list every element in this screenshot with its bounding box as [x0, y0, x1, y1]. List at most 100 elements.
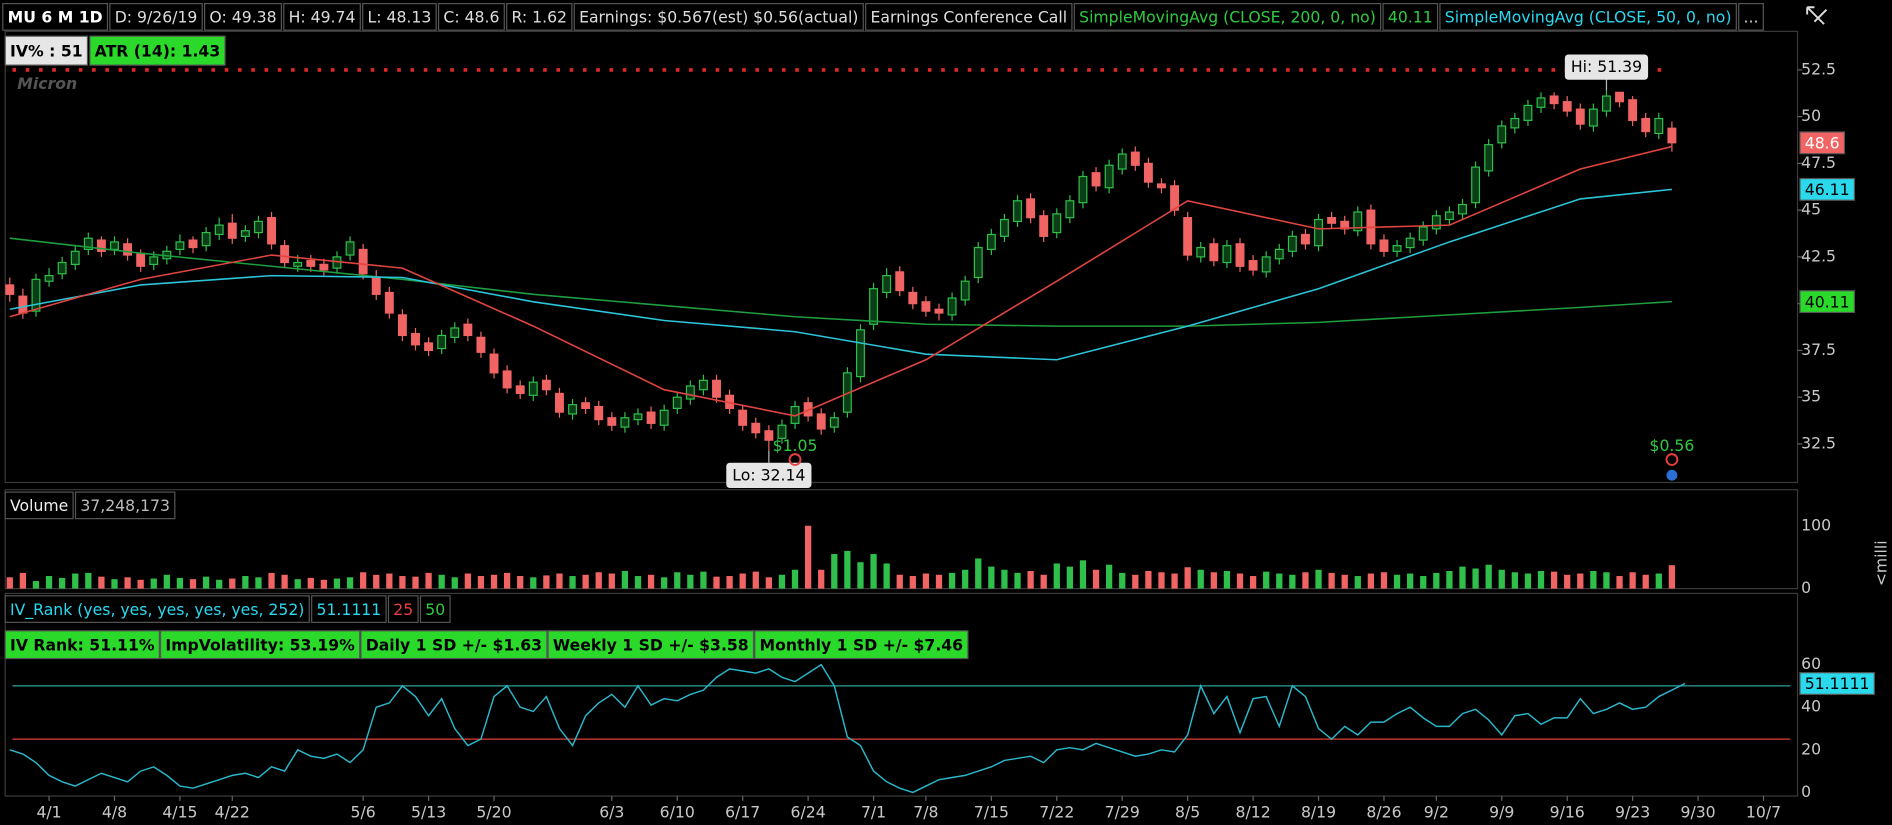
last-value-label: 46.11 [1805, 180, 1850, 199]
volume-bar [150, 578, 157, 589]
candle-body [31, 278, 41, 312]
iv-level-label-box [387, 595, 419, 623]
volume-bar [1328, 572, 1335, 589]
candle-body [1235, 243, 1245, 267]
candle-body [934, 308, 944, 314]
volume-bar [242, 576, 249, 589]
candle-body [986, 233, 996, 251]
expand-icon[interactable] [1806, 6, 1828, 25]
candle-body [83, 237, 93, 251]
volume-bar [1119, 572, 1126, 589]
header-item: ... [1744, 8, 1759, 27]
y-tick-label: 52.5 [1801, 59, 1836, 78]
volume-bar [1550, 571, 1558, 589]
candle-body [1209, 243, 1219, 262]
volume-bar [163, 574, 170, 589]
last-value-label-box [1799, 131, 1846, 155]
volume-bar [1197, 569, 1204, 589]
x-tick-label: 8/12 [1236, 802, 1271, 821]
volume-bar [202, 576, 210, 589]
candle-body [594, 405, 604, 421]
candle-body [829, 417, 839, 428]
x-tick-label: 9/9 [1489, 802, 1514, 821]
iv-badge: Monthly 1 SD +/- $7.46 [760, 635, 964, 654]
y-tick-label: 60 [1801, 654, 1821, 673]
candle-body [306, 260, 316, 267]
header-item-box [1439, 3, 1737, 31]
volume-bar [621, 571, 629, 589]
candle-body [1628, 99, 1638, 121]
annotation: Lo: 32.14 [732, 465, 805, 484]
volume-bar [752, 571, 759, 589]
volume-bar [595, 572, 602, 589]
volume-bar [1459, 566, 1466, 589]
volume-bar [962, 569, 969, 589]
volume-bar [935, 574, 943, 589]
iv-level-label: 25 [393, 600, 413, 619]
volume-bar [1210, 572, 1217, 589]
volume-bar [687, 574, 694, 589]
candle-body [1130, 151, 1140, 166]
candle-body [1039, 215, 1049, 237]
candle-body [1444, 211, 1454, 221]
volume-bar [412, 576, 419, 589]
volume-bar [1223, 571, 1231, 589]
candle-body [1392, 245, 1402, 252]
candle-body [175, 241, 185, 251]
volume-bar [1590, 571, 1597, 589]
candle-body [5, 284, 15, 295]
volume-bar [386, 573, 393, 589]
last-value-label-box [1799, 290, 1856, 314]
x-tick-label: 6/3 [599, 802, 624, 821]
volume-bar [765, 577, 772, 589]
header-item: D: 9/26/19 [115, 8, 198, 27]
volume-bar [1066, 566, 1074, 589]
volume-bar [451, 577, 458, 589]
volume-bar [346, 577, 354, 589]
volume-bar [1629, 572, 1636, 589]
iv-current: 51.1111 [316, 600, 381, 619]
header-item-box [506, 3, 573, 31]
volume-bar [1236, 573, 1244, 589]
earnings-label: $0.56 [1649, 436, 1694, 455]
volume-bar [176, 577, 184, 589]
candle-body [358, 248, 368, 275]
y-tick-label: 37.5 [1801, 340, 1836, 359]
candle-body [882, 275, 892, 294]
header-item-box [437, 3, 505, 31]
iv-badge-box [4, 630, 160, 660]
last-value-label-box [1799, 177, 1856, 201]
volume-bar [1092, 569, 1100, 589]
volume-bar [1171, 573, 1178, 589]
candle-body [541, 379, 551, 391]
sma-line [9, 188, 1672, 361]
y-tick-label: 42.5 [1801, 246, 1836, 265]
volume-bar [6, 577, 13, 589]
candle-body [371, 276, 381, 295]
y-tick-label: 100 [1801, 515, 1831, 534]
candle-body [1588, 108, 1598, 127]
y-tick-label: 40 [1801, 697, 1821, 716]
volume-bar [857, 562, 864, 589]
candle-body [1536, 97, 1546, 108]
candle-body [921, 301, 931, 312]
x-tick-label: 6/10 [660, 802, 695, 821]
iv-current-box [311, 595, 387, 623]
candle-body [201, 231, 211, 247]
last-value-label: 48.6 [1805, 134, 1840, 153]
candle-body [1562, 101, 1572, 112]
candle-body [149, 256, 159, 265]
candle-body [751, 422, 761, 434]
y-tick-label: 47.5 [1801, 153, 1836, 172]
candle-body [999, 218, 1009, 237]
iv-badge: IV Rank: 51.11% [10, 635, 155, 654]
volume-bar [399, 576, 406, 589]
volume-bar [19, 572, 27, 589]
header-item-box [362, 3, 437, 31]
candle-body [960, 280, 970, 301]
candle-body [1078, 175, 1088, 204]
candle-body [450, 327, 460, 338]
volume-bar [1472, 568, 1479, 589]
candle-body [568, 404, 578, 415]
volume-bar [1001, 569, 1008, 589]
